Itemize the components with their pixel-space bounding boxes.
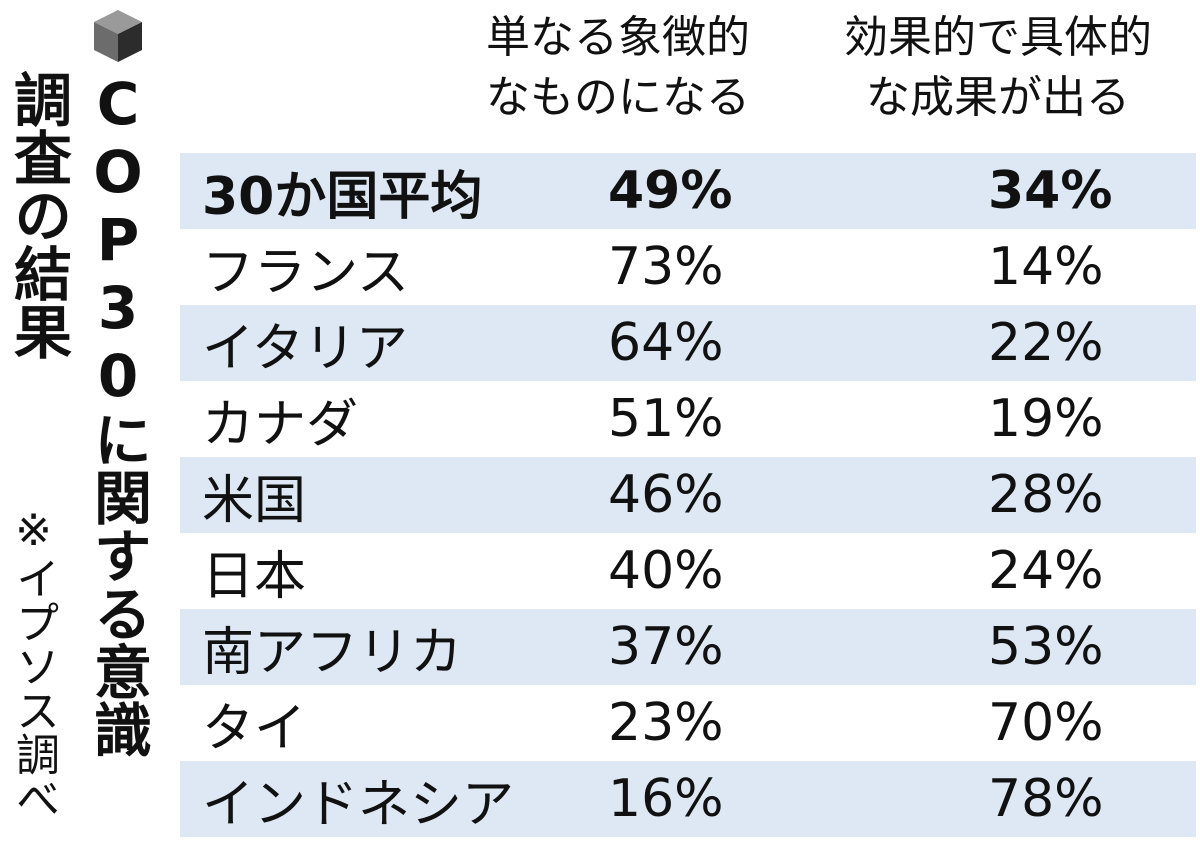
country-label: イタリア bbox=[202, 318, 408, 379]
country-label: 米国 bbox=[202, 470, 307, 531]
value-symbolic: 23% bbox=[608, 693, 724, 753]
value-symbolic: 16% bbox=[608, 769, 724, 829]
country-label: 南アフリカ bbox=[202, 622, 463, 683]
column-header-effective: 効果的で具体的 な成果が出る bbox=[844, 12, 1152, 123]
value-symbolic: 73% bbox=[608, 237, 724, 297]
value-effective: 70% bbox=[988, 693, 1104, 753]
value-symbolic: 64% bbox=[608, 313, 724, 373]
value-effective: 28% bbox=[988, 465, 1104, 525]
table-row: 日本 40% 24% bbox=[180, 533, 1196, 609]
value-effective: 34% bbox=[988, 161, 1113, 221]
value-effective: 53% bbox=[988, 617, 1104, 677]
value-effective: 14% bbox=[988, 237, 1104, 297]
table-row: インドネシア 16% 78% bbox=[180, 761, 1196, 837]
value-symbolic: 40% bbox=[608, 541, 724, 601]
country-label: カナダ bbox=[202, 394, 359, 455]
source-note: ※イプソス調べ bbox=[8, 505, 59, 820]
results-table: 30か国平均 49% 34% フランス 73% 14% イタリア 64% 22%… bbox=[180, 153, 1196, 837]
value-effective: 22% bbox=[988, 313, 1104, 373]
table-row: タイ 23% 70% bbox=[180, 685, 1196, 761]
column-header-symbolic: 単なる象徴的 なものになる bbox=[486, 12, 750, 123]
value-symbolic: 37% bbox=[608, 617, 724, 677]
table-row: イタリア 64% 22% bbox=[180, 305, 1196, 381]
country-label: タイ bbox=[202, 698, 307, 759]
value-effective: 24% bbox=[988, 541, 1104, 601]
value-symbolic: 46% bbox=[608, 465, 724, 525]
country-label: フランス bbox=[202, 242, 409, 303]
chart-subtitle: 調査の結果 bbox=[4, 70, 72, 360]
value-symbolic: 51% bbox=[608, 389, 724, 449]
table-row: 米国 46% 28% bbox=[180, 457, 1196, 533]
chart-title: COP30に関する意識 bbox=[84, 70, 152, 758]
country-label: 30か国平均 bbox=[202, 166, 483, 227]
value-symbolic: 49% bbox=[608, 161, 733, 221]
table-row: カナダ 51% 19% bbox=[180, 381, 1196, 457]
table-row-average: 30か国平均 49% 34% bbox=[180, 153, 1196, 229]
table-row: 南アフリカ 37% 53% bbox=[180, 609, 1196, 685]
cube-icon bbox=[94, 10, 142, 62]
value-effective: 78% bbox=[988, 769, 1104, 829]
country-label: 日本 bbox=[202, 546, 307, 607]
country-label: インドネシア bbox=[202, 774, 515, 835]
table-row: フランス 73% 14% bbox=[180, 229, 1196, 305]
value-effective: 19% bbox=[988, 389, 1104, 449]
